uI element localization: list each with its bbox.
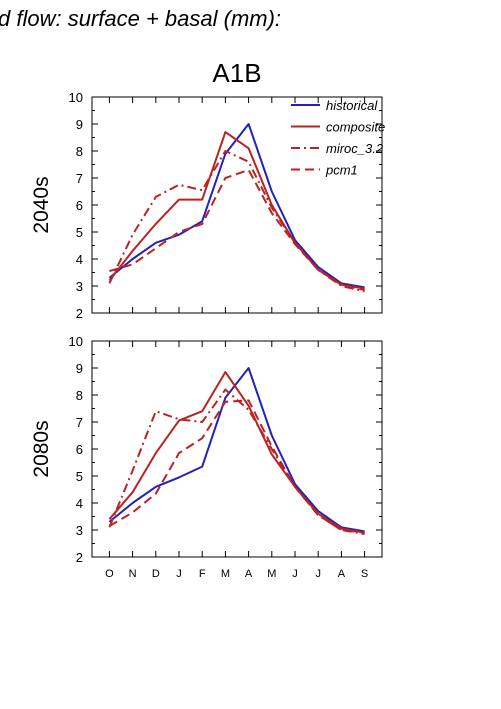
legend-label: pcm1 [325,163,358,178]
x-tick-label: S [361,568,368,580]
y-tick-label: 5 [76,469,83,484]
y-tick-label: 4 [76,496,83,511]
x-tick-label: A [338,568,346,580]
figure-suptitle: d flow: surface + basal (mm): [0,6,281,31]
x-tick-label: J [292,568,298,580]
row-label: 2040s [30,176,53,233]
y-tick-label: 3 [76,279,83,294]
x-tick-label: J [176,568,182,580]
legend-label: miroc_3.2 [326,141,384,156]
chart-title: A1B [212,58,261,88]
y-tick-label: 2 [76,306,83,321]
x-tick-label: J [315,568,321,580]
x-tick-label: M [221,568,230,580]
legend-label: composite [326,120,385,135]
x-tick-label: A [245,568,253,580]
row-label: 2080s [30,420,53,477]
y-tick-label: 5 [76,225,83,240]
y-tick-label: 3 [76,523,83,538]
series-line-pcm1 [108,399,365,534]
series-line-pcm1 [109,168,365,292]
y-tick-label: 6 [76,442,83,457]
y-tick-label: 9 [76,117,83,132]
y-tick-label: 7 [76,171,83,186]
y-tick-label: 10 [69,90,83,105]
series-line-historical [108,367,365,533]
y-tick-label: 6 [76,198,83,213]
y-tick-label: 2 [76,550,83,565]
y-tick-label: 9 [76,361,83,376]
series-line-miroc-3-2 [108,150,365,293]
legend-label: historical [326,98,378,113]
x-tick-label: F [199,568,206,580]
x-tick-label: N [129,568,137,580]
series-line-composite [108,371,365,534]
series-line-miroc-3-2 [108,388,365,535]
x-tick-label: M [267,568,276,580]
y-tick-label: 8 [76,144,83,159]
y-tick-label: 4 [76,252,83,267]
y-tick-label: 7 [76,415,83,430]
y-tick-label: 10 [69,334,83,349]
y-tick-label: 8 [76,388,83,403]
panel-2040s: 2 3 4 5 6 7 8 9 10 2040s historical composite miroc_… [30,90,385,321]
x-tick-label: D [152,568,160,580]
panel-2080s: 2 3 4 5 6 7 8 9 10 O N D J F M A M J J A S 2080s [30,334,383,580]
series-line-historical [108,123,365,289]
x-tick-label: O [105,568,114,580]
